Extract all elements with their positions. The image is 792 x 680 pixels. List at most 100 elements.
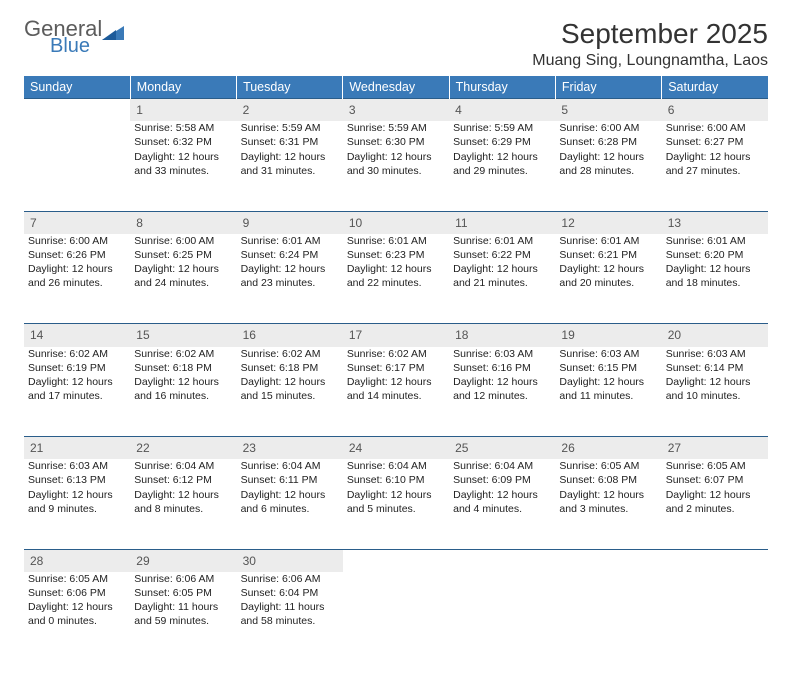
day-d2: and 9 minutes.	[28, 502, 126, 516]
day-number-row: 21222324252627	[24, 437, 768, 460]
day-number: 25	[449, 437, 555, 460]
title-block: September 2025 Muang Sing, Loungnamtha, …	[532, 18, 768, 70]
day-sunrise: Sunrise: 6:01 AM	[666, 234, 764, 248]
day-d1: Daylight: 12 hours	[347, 375, 445, 389]
day-sunrise: Sunrise: 6:04 AM	[453, 459, 551, 473]
logo: General Blue	[24, 18, 124, 56]
day-d2: and 14 minutes.	[347, 389, 445, 403]
day-number: 2	[237, 99, 343, 122]
day-number: 22	[130, 437, 236, 460]
day-d1: Daylight: 11 hours	[134, 600, 232, 614]
day-sunset: Sunset: 6:08 PM	[559, 473, 657, 487]
day-sunset: Sunset: 6:21 PM	[559, 248, 657, 262]
logo-blue: Blue	[50, 36, 102, 56]
day-d2: and 23 minutes.	[241, 276, 339, 290]
day-d2: and 0 minutes.	[28, 614, 126, 628]
day-cell: Sunrise: 6:05 AMSunset: 6:07 PMDaylight:…	[662, 459, 768, 549]
day-cell: Sunrise: 6:04 AMSunset: 6:09 PMDaylight:…	[449, 459, 555, 549]
day-d1: Daylight: 12 hours	[559, 375, 657, 389]
day-cell: Sunrise: 6:01 AMSunset: 6:20 PMDaylight:…	[662, 234, 768, 324]
day-d2: and 28 minutes.	[559, 164, 657, 178]
day-number: 26	[555, 437, 661, 460]
day-number: 12	[555, 211, 661, 234]
day-sunrise: Sunrise: 6:06 AM	[134, 572, 232, 586]
day-cell: Sunrise: 5:59 AMSunset: 6:31 PMDaylight:…	[237, 121, 343, 211]
day-d1: Daylight: 12 hours	[241, 262, 339, 276]
day-d1: Daylight: 11 hours	[241, 600, 339, 614]
day-sunset: Sunset: 6:06 PM	[28, 586, 126, 600]
day-sunrise: Sunrise: 6:02 AM	[28, 347, 126, 361]
day-cell: Sunrise: 6:03 AMSunset: 6:13 PMDaylight:…	[24, 459, 130, 549]
day-cell: Sunrise: 5:59 AMSunset: 6:30 PMDaylight:…	[343, 121, 449, 211]
day-cell: Sunrise: 6:03 AMSunset: 6:16 PMDaylight:…	[449, 347, 555, 437]
day-d2: and 10 minutes.	[666, 389, 764, 403]
day-d2: and 59 minutes.	[134, 614, 232, 628]
day-sunset: Sunset: 6:24 PM	[241, 248, 339, 262]
day-d2: and 16 minutes.	[134, 389, 232, 403]
day-number	[343, 549, 449, 572]
day-sunset: Sunset: 6:20 PM	[666, 248, 764, 262]
day-sunrise: Sunrise: 6:00 AM	[134, 234, 232, 248]
day-sunset: Sunset: 6:32 PM	[134, 135, 232, 149]
day-d1: Daylight: 12 hours	[28, 488, 126, 502]
day-number: 14	[24, 324, 130, 347]
day-cell: Sunrise: 6:00 AMSunset: 6:25 PMDaylight:…	[130, 234, 236, 324]
day-sunset: Sunset: 6:27 PM	[666, 135, 764, 149]
day-sunset: Sunset: 6:16 PM	[453, 361, 551, 375]
day-d1: Daylight: 12 hours	[134, 488, 232, 502]
day-d1: Daylight: 12 hours	[28, 375, 126, 389]
day-d1: Daylight: 12 hours	[666, 262, 764, 276]
weekday-header: Monday	[130, 76, 236, 99]
day-cell: Sunrise: 5:58 AMSunset: 6:32 PMDaylight:…	[130, 121, 236, 211]
day-d1: Daylight: 12 hours	[347, 488, 445, 502]
day-sunset: Sunset: 6:11 PM	[241, 473, 339, 487]
day-sunrise: Sunrise: 6:05 AM	[28, 572, 126, 586]
weekday-header: Saturday	[662, 76, 768, 99]
day-sunset: Sunset: 6:23 PM	[347, 248, 445, 262]
day-cell	[662, 572, 768, 662]
day-sunrise: Sunrise: 6:02 AM	[241, 347, 339, 361]
day-cell	[555, 572, 661, 662]
day-sunset: Sunset: 6:31 PM	[241, 135, 339, 149]
day-sunrise: Sunrise: 5:58 AM	[134, 121, 232, 135]
day-d1: Daylight: 12 hours	[241, 150, 339, 164]
day-d2: and 4 minutes.	[453, 502, 551, 516]
day-sunrise: Sunrise: 6:04 AM	[347, 459, 445, 473]
day-content-row: Sunrise: 6:05 AMSunset: 6:06 PM Daylight:…	[24, 572, 768, 662]
day-sunset: Sunset: 6:22 PM	[453, 248, 551, 262]
day-number: 21	[24, 437, 130, 460]
day-sunrise: Sunrise: 6:03 AM	[666, 347, 764, 361]
day-cell: Sunrise: 6:06 AMSunset: 6:05 PMDaylight:…	[130, 572, 236, 662]
day-sunrise: Sunrise: 6:05 AM	[559, 459, 657, 473]
day-sunrise: Sunrise: 6:03 AM	[559, 347, 657, 361]
day-sunset: Sunset: 6:14 PM	[666, 361, 764, 375]
day-cell: Sunrise: 6:04 AMSunset: 6:10 PMDaylight:…	[343, 459, 449, 549]
day-number: 20	[662, 324, 768, 347]
day-content-row: Sunrise: 6:00 AMSunset: 6:26 PMDaylight:…	[24, 234, 768, 324]
day-cell	[343, 572, 449, 662]
day-number: 3	[343, 99, 449, 122]
day-cell: Sunrise: 6:01 AMSunset: 6:22 PMDaylight:…	[449, 234, 555, 324]
day-number: 27	[662, 437, 768, 460]
day-d1: Daylight: 12 hours	[453, 150, 551, 164]
weekday-header: Wednesday	[343, 76, 449, 99]
day-d2: and 27 minutes.	[666, 164, 764, 178]
day-sunrise: Sunrise: 6:00 AM	[559, 121, 657, 135]
day-d2: and 2 minutes.	[666, 502, 764, 516]
day-sunrise: Sunrise: 6:04 AM	[241, 459, 339, 473]
day-sunrise: Sunrise: 5:59 AM	[241, 121, 339, 135]
day-number: 6	[662, 99, 768, 122]
day-d2: and 12 minutes.	[453, 389, 551, 403]
weekday-header: Thursday	[449, 76, 555, 99]
day-d1: Daylight: 12 hours	[453, 375, 551, 389]
day-sunset: Sunset: 6:13 PM	[28, 473, 126, 487]
weekday-header: Friday	[555, 76, 661, 99]
day-d1: Daylight: 12 hours	[666, 488, 764, 502]
day-d1: Daylight: 12 hours	[453, 488, 551, 502]
day-cell: Sunrise: 6:04 AMSunset: 6:11 PMDaylight:…	[237, 459, 343, 549]
day-cell: Sunrise: 6:05 AMSunset: 6:08 PMDaylight:…	[555, 459, 661, 549]
weekday-row: Sunday Monday Tuesday Wednesday Thursday…	[24, 76, 768, 99]
day-cell: Sunrise: 6:01 AMSunset: 6:23 PMDaylight:…	[343, 234, 449, 324]
day-number	[449, 549, 555, 572]
day-d2: and 15 minutes.	[241, 389, 339, 403]
